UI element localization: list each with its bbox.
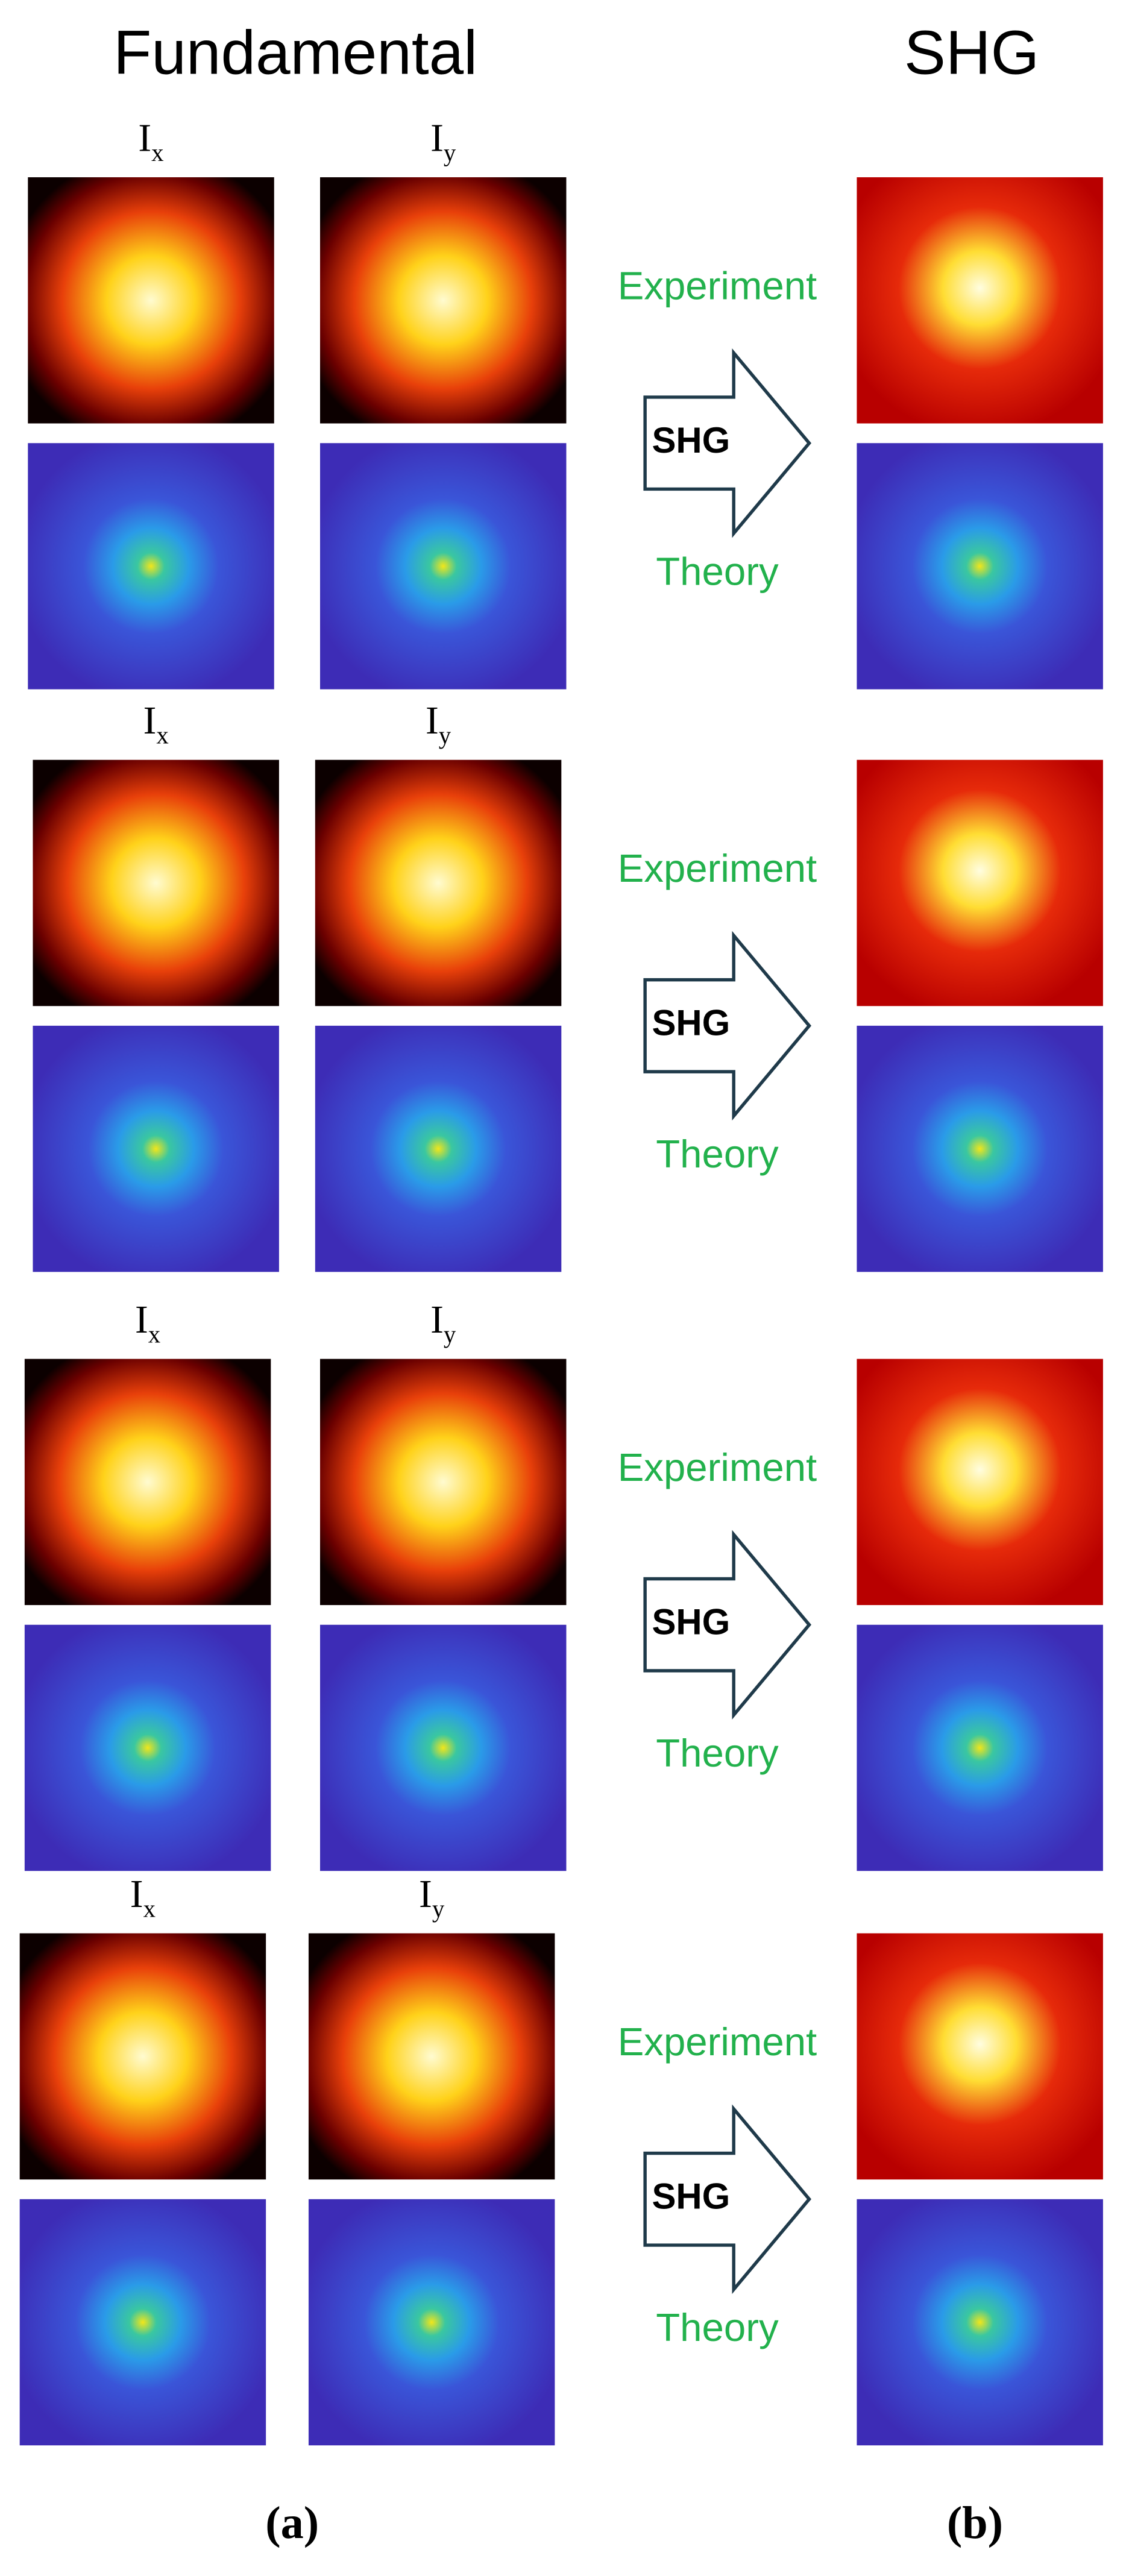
shg-theory-image	[857, 443, 1103, 690]
theory-image	[24, 1624, 271, 1871]
intensity-label: Ix	[143, 699, 169, 749]
shg-experiment-image	[857, 1359, 1103, 1606]
label-sub: x	[156, 722, 168, 749]
arrow	[643, 931, 811, 1121]
arrow-label: SHG	[652, 1602, 730, 1642]
theory-image	[319, 1624, 567, 1871]
shg-experiment-image	[857, 177, 1103, 424]
arrow	[643, 1530, 811, 1720]
experiment-image	[19, 1933, 266, 2180]
label-sub: x	[143, 1895, 156, 1922]
label-base: I	[130, 1873, 143, 1916]
theory-image	[28, 443, 274, 690]
theory-image	[315, 1025, 562, 1272]
label-base: I	[143, 699, 157, 743]
experiment-image	[319, 1359, 567, 1606]
theory-label: Theory	[656, 1132, 779, 1176]
label-base: I	[419, 1873, 432, 1916]
intensity-label: Iy	[430, 1298, 456, 1348]
header-left: Fundamental	[113, 17, 477, 87]
theory-label: Theory	[656, 1731, 779, 1775]
label-sub: x	[148, 1321, 160, 1348]
experiment-image	[315, 759, 562, 1007]
shg-experiment-image	[857, 759, 1103, 1007]
label-sub: y	[444, 1321, 456, 1348]
arrow-label: SHG	[652, 420, 730, 460]
arrow	[643, 2104, 811, 2295]
intensity-label: Iy	[426, 699, 451, 749]
footer-left: (a)	[265, 2498, 319, 2548]
label-base: I	[430, 1298, 444, 1342]
theory-image	[33, 1025, 279, 1272]
arrow-label: SHG	[652, 1003, 730, 1043]
arrow	[643, 348, 811, 538]
theory-label: Theory	[656, 2305, 779, 2349]
experiment-label: Experiment	[618, 264, 817, 308]
label-sub: y	[439, 722, 451, 749]
arrow-label: SHG	[652, 2176, 730, 2217]
shg-theory-image	[857, 1025, 1103, 1272]
experiment-image	[28, 177, 274, 424]
experiment-image	[319, 177, 567, 424]
label-sub: x	[151, 139, 163, 166]
theory-image	[19, 2199, 266, 2446]
experiment-image	[33, 759, 279, 1007]
shg-experiment-image	[857, 1933, 1103, 2180]
experiment-label: Experiment	[618, 846, 817, 890]
intensity-label: Ix	[138, 117, 163, 166]
experiment-label: Experiment	[618, 2020, 817, 2064]
label-base: I	[138, 117, 151, 160]
footer-right: (b)	[947, 2498, 1003, 2548]
experiment-image	[24, 1359, 271, 1606]
label-base: I	[430, 117, 444, 160]
label-base: I	[426, 699, 439, 743]
label-sub: y	[432, 1895, 445, 1922]
header-right: SHG	[904, 17, 1039, 87]
intensity-label: Ix	[135, 1298, 160, 1348]
intensity-label: Iy	[419, 1873, 445, 1922]
experiment-label: Experiment	[618, 1445, 817, 1489]
shg-theory-image	[857, 2199, 1103, 2446]
experiment-image	[308, 1933, 555, 2180]
theory-label: Theory	[656, 549, 779, 593]
theory-image	[319, 443, 567, 690]
label-base: I	[135, 1298, 148, 1342]
intensity-label: Iy	[430, 117, 456, 166]
label-sub: y	[444, 139, 456, 166]
intensity-label: Ix	[130, 1873, 156, 1922]
theory-image	[308, 2199, 555, 2446]
shg-theory-image	[857, 1624, 1103, 1871]
